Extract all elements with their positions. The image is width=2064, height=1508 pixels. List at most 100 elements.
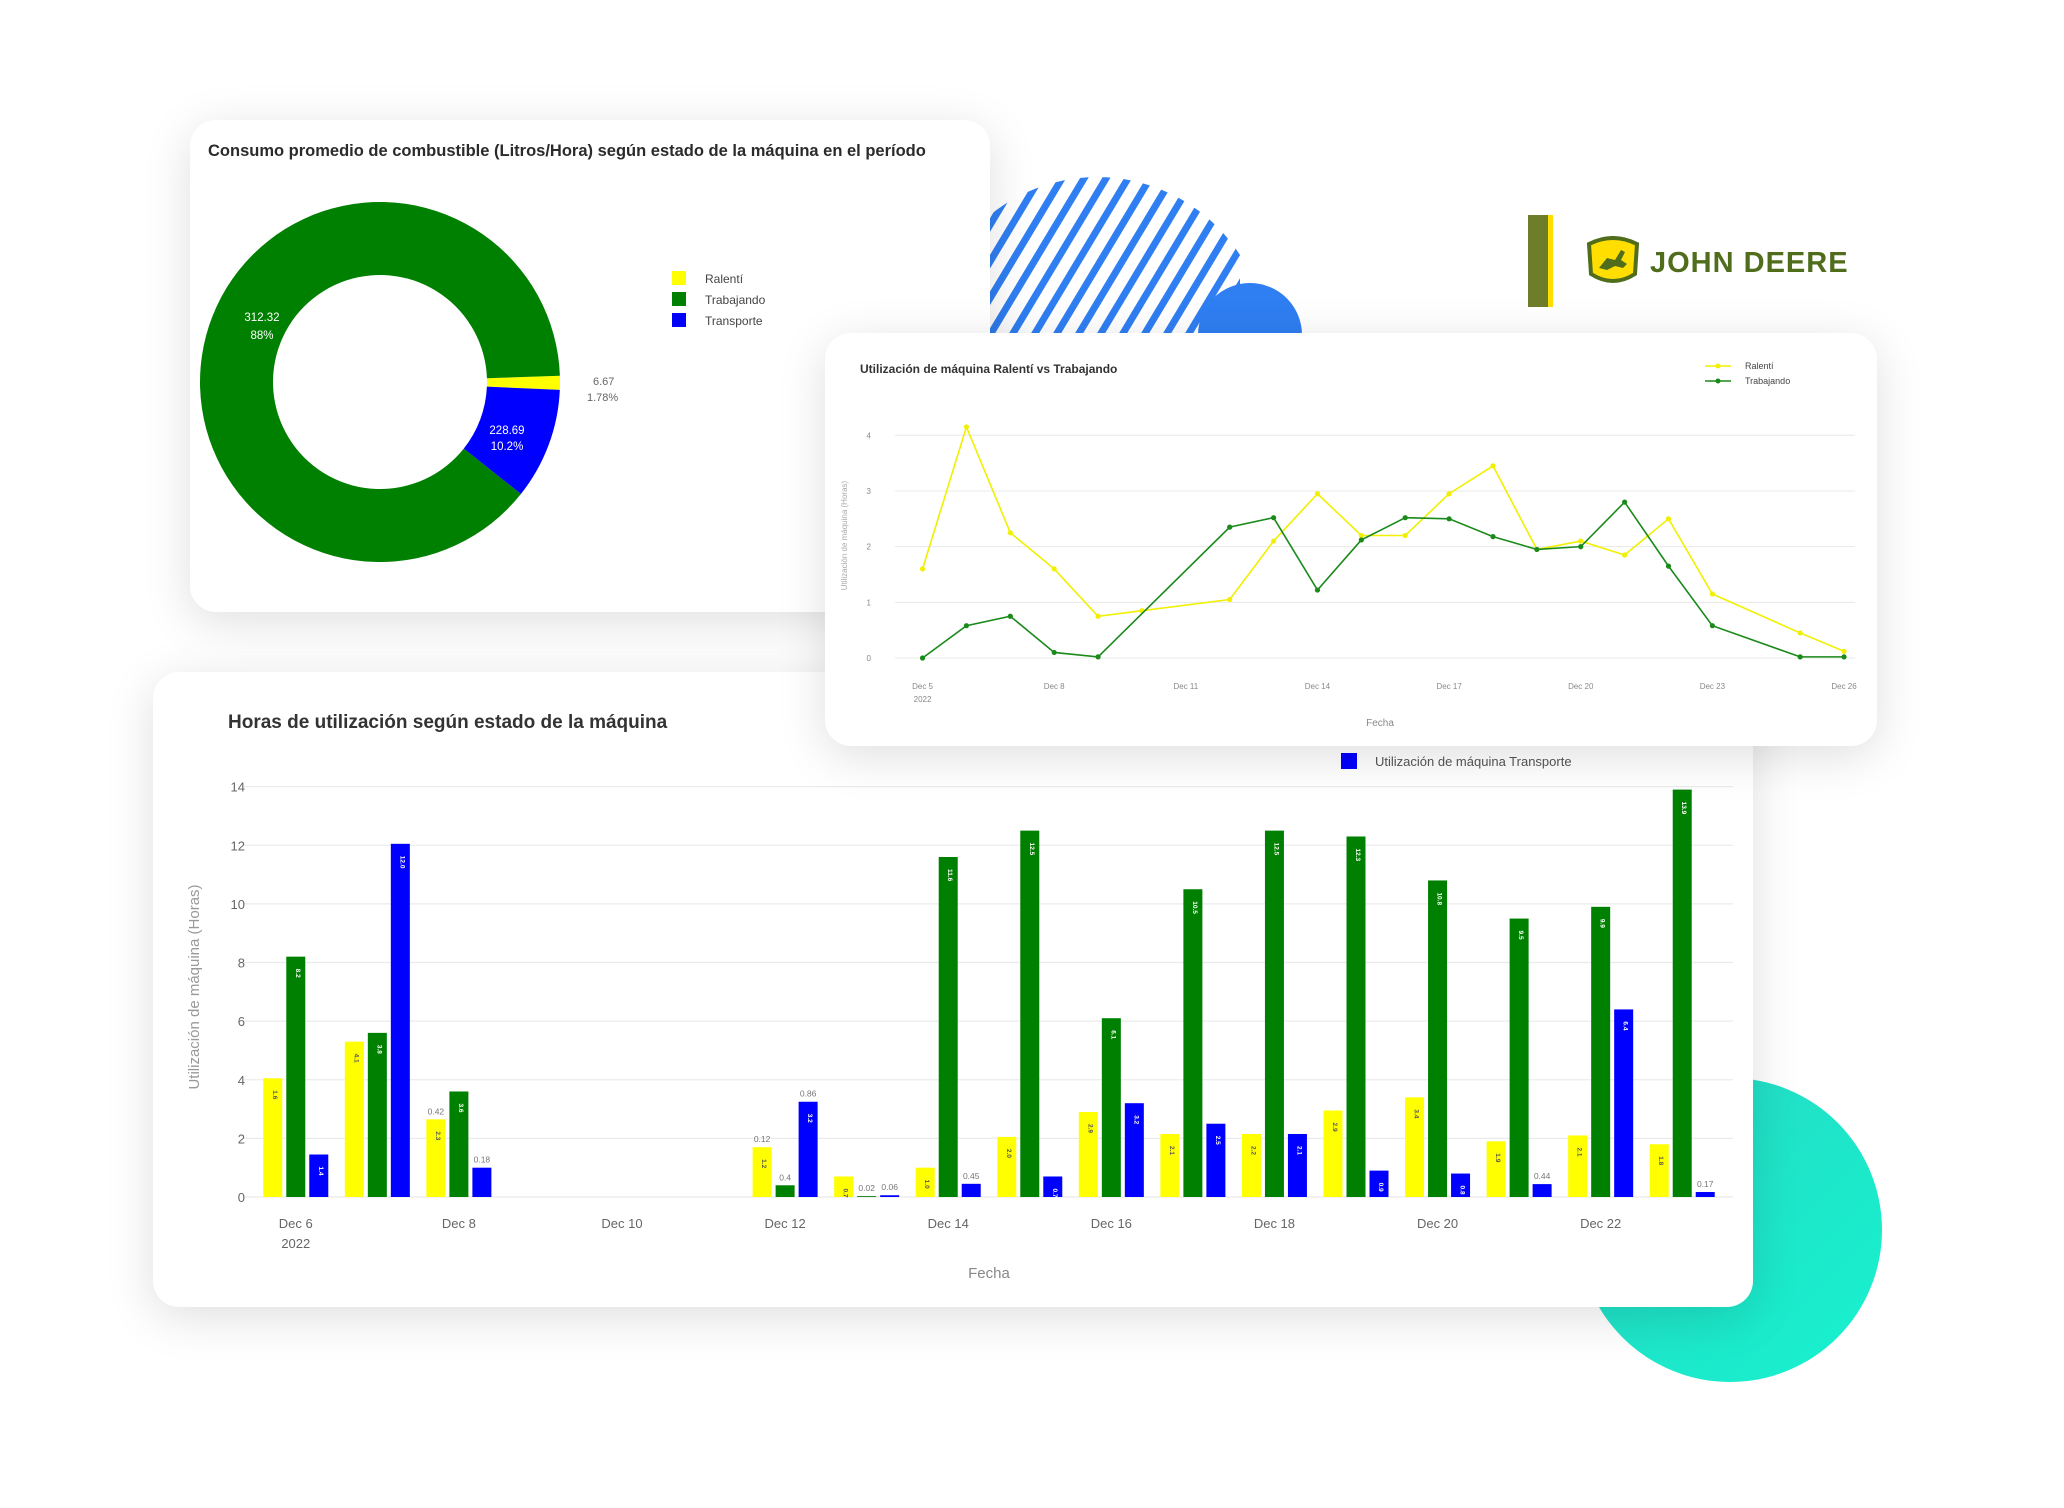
bar-value-label: 8.2 [294, 969, 301, 978]
bar-ralenti [263, 1078, 283, 1197]
bar-value-label: 12.5 [1272, 843, 1279, 856]
bar-value-label: 2.1 [1168, 1146, 1175, 1155]
bar-transporte [1614, 1009, 1634, 1197]
data-point [1622, 552, 1628, 558]
data-point [1402, 515, 1408, 521]
data-point [1490, 534, 1496, 540]
y-tick-label: 14 [231, 780, 245, 795]
data-point [1314, 491, 1321, 497]
x-tick-label: Dec 12 [765, 1216, 806, 1231]
stripe-decoration [1118, 177, 1240, 335]
legend-swatch [672, 292, 686, 306]
data-point [1051, 649, 1057, 656]
bar-transporte [798, 1101, 818, 1197]
x-tick-label: Dec 20 [1417, 1216, 1458, 1231]
stripe-decoration [990, 177, 1070, 335]
bar-value-label: 1.9 [1494, 1153, 1501, 1162]
data-point [1797, 630, 1803, 636]
data-point [1841, 654, 1847, 660]
bar-ralenti [426, 1119, 446, 1197]
data-point [1490, 463, 1496, 469]
data-point [1797, 654, 1803, 660]
x-tick-label: Dec 23 [1700, 682, 1726, 691]
y-tick-label: 0 [867, 654, 872, 663]
bar-value-label: 0.7 [1051, 1188, 1058, 1197]
y-tick-label: 10 [231, 897, 245, 912]
y-tick-label: 12 [231, 838, 245, 853]
bar-value-label: 2.1 [1295, 1146, 1302, 1155]
y-tick-label: 2 [867, 543, 872, 552]
bar-transporte [1451, 1173, 1471, 1197]
data-point [1270, 538, 1277, 544]
logo-bar [1528, 215, 1548, 307]
line-chart-title: Utilización de máquina Ralentí vs Trabaj… [860, 362, 1117, 376]
bar-value-label: 3.2 [806, 1114, 813, 1123]
bar-value-label: 1.6 [271, 1090, 278, 1099]
stripe-decoration [1052, 177, 1180, 335]
fuel-donut-chart: Consumo promedio de combustible (Litros/… [200, 142, 926, 562]
stripe-decoration [1298, 135, 1310, 335]
bar-value-label: 10.5 [1191, 901, 1198, 914]
bar-ralenti [1160, 1133, 1180, 1197]
bar-value-label: 10.8 [1436, 892, 1443, 905]
x-tick-label: Dec 5 [912, 682, 933, 691]
x-tick-label: Dec 6 [279, 1216, 313, 1231]
legend-marker [1715, 378, 1721, 384]
bar-top-label: 0.18 [474, 1155, 491, 1165]
bar-top-label: 0.17 [1697, 1179, 1714, 1189]
bar-ralenti [344, 1041, 364, 1197]
bar-trabajando [1101, 1018, 1121, 1197]
bar-value-label: 9.5 [1517, 931, 1524, 940]
y-tick-label: 0 [238, 1190, 245, 1205]
bar-chart-title: Horas de utilización según estado de la … [228, 712, 668, 733]
data-point [1578, 544, 1584, 550]
x-axis-title: Fecha [968, 1265, 1010, 1282]
bar-value-label: 3.8 [375, 1045, 382, 1054]
y-axis-title: Utilización de máquina (Horas) [840, 480, 849, 590]
bar-value-label: 4.1 [352, 1054, 359, 1063]
y-tick-label: 1 [867, 598, 872, 607]
legend-swatch [672, 313, 686, 327]
slice-percent-label: 10.2% [491, 441, 524, 453]
bar-trabajando [1183, 889, 1203, 1197]
legend-label: Transporte [705, 314, 763, 328]
brand-name: JOHN DEERE [1650, 247, 1849, 279]
y-tick-label: 2 [238, 1131, 245, 1146]
slice-value-label: 228.69 [489, 425, 524, 437]
series-line-ralenti [921, 424, 1845, 653]
data-point [1709, 591, 1715, 597]
bar-transporte [961, 1183, 981, 1197]
bar-value-label: 0.7 [842, 1188, 849, 1197]
slice-value-label: 312.32 [244, 312, 279, 324]
deer-icon [1586, 236, 1640, 283]
data-point [1007, 613, 1013, 619]
x-tick-label: Dec 14 [1305, 682, 1331, 691]
series-line-trabajando [922, 500, 1845, 659]
legend-label: Trabajando [1745, 376, 1790, 386]
donut-slice-trabajando [200, 201, 560, 562]
stripe-decoration [990, 177, 1048, 335]
data-point [1841, 648, 1847, 654]
bar-trabajando [1264, 830, 1284, 1197]
bar-trabajando [857, 1196, 877, 1197]
bar-ralenti [915, 1167, 935, 1197]
bar-value-label: 2.3 [434, 1131, 441, 1140]
data-point [1227, 524, 1233, 530]
bar-ralenti [752, 1147, 772, 1197]
data-point [1665, 563, 1672, 569]
x-tick-label: Dec 8 [442, 1216, 476, 1231]
data-point [1622, 499, 1628, 505]
stripe-decoration [1184, 177, 1240, 335]
bar-top-label: 0.42 [428, 1106, 445, 1116]
bar-value-label: 2.5 [1214, 1136, 1221, 1145]
bar-ralenti [1405, 1097, 1425, 1197]
bar-ralenti [834, 1176, 854, 1197]
logo-bar-accent [1548, 215, 1553, 307]
legend-swatch [672, 271, 686, 285]
bar-top-label: 0.45 [963, 1171, 980, 1181]
bar-value-label: 2.2 [1249, 1146, 1256, 1155]
bar-value-label: 1.4 [317, 1167, 324, 1176]
bar-value-label: 3.6 [457, 1103, 464, 1112]
slice-percent-label: 1.78% [587, 392, 618, 404]
bar-trabajando [286, 956, 306, 1197]
